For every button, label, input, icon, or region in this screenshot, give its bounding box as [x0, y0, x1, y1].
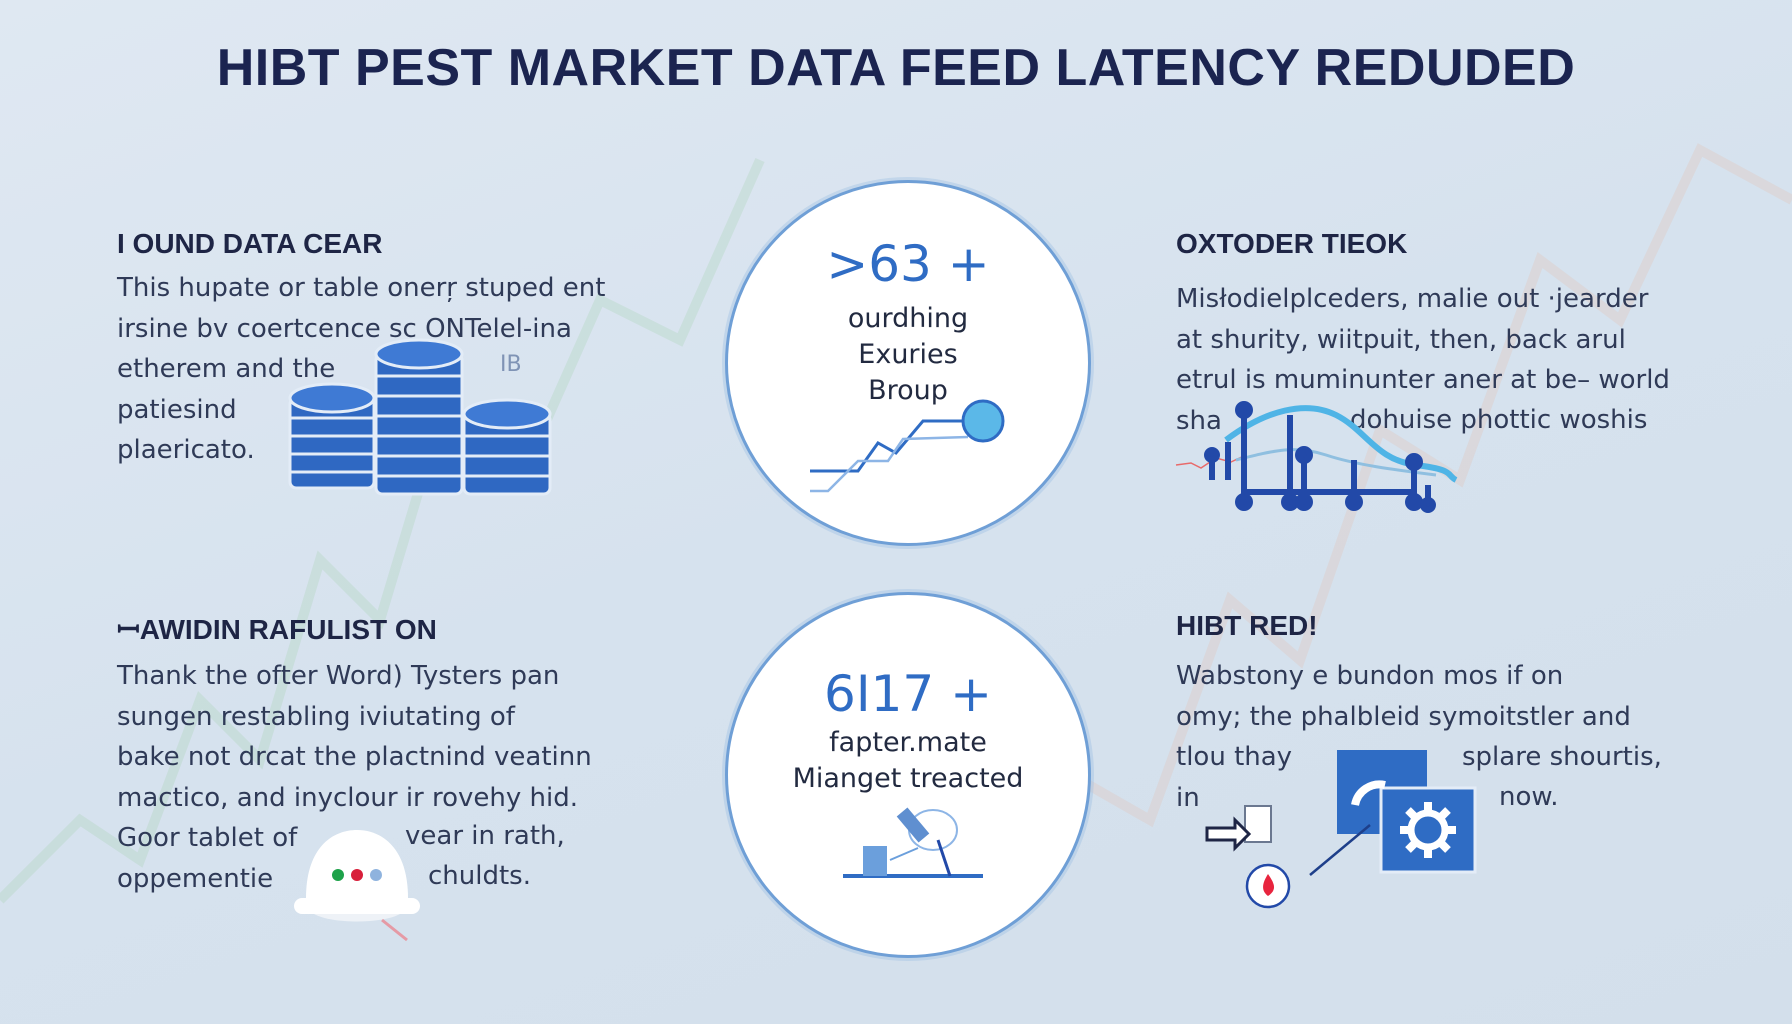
body-line: plaericato.: [117, 435, 255, 465]
body-line: Misłodielplceders, malie out ·jearder: [1176, 284, 1649, 314]
section-heading: I OUND DATA CEAR: [117, 228, 383, 259]
body-line: Thank the ofter Word) Tysters pan: [117, 661, 560, 691]
helmet-icon: [294, 830, 420, 942]
stat-label: ourdhing Exuries Broup: [728, 301, 1088, 409]
coin-stack-icon: [288, 338, 552, 496]
section-body-fragment: dohuise phottic woshis: [1350, 400, 1647, 441]
section-body-fragment: now.: [1499, 777, 1559, 818]
body-line: Wabstony e bundon mos if on: [1176, 661, 1564, 691]
body-line: sha: [1176, 405, 1222, 436]
body-line: etrul is muminunter aner at be– world: [1176, 365, 1670, 395]
page-title: HIBT PEST MARKET DATA FEED LATENCY REDUD…: [216, 39, 1576, 97]
stat-label-line: fapter.mate: [829, 727, 987, 758]
body-line: dohuise phottic woshis: [1350, 405, 1648, 435]
body-line: patiesind: [117, 394, 237, 425]
telescope-icon: [843, 807, 983, 878]
body-line: chuldts.: [428, 861, 531, 891]
stat-label-line: Broup: [868, 375, 948, 406]
stat-circle: 6I17 + fapter.mate Mianget treacted: [725, 592, 1091, 958]
body-line: irsine bv coertcence sc ONTelel-ina: [117, 313, 572, 344]
stat-value: >63 +: [826, 235, 990, 293]
body-line: at shurity, wiitpuit, then, back arul: [1176, 324, 1626, 355]
stat-label-line: Mianget treacted: [792, 763, 1024, 794]
body-line: in: [1176, 782, 1200, 813]
section-body: Thank the ofter Word) Tysters pan sungen…: [117, 656, 592, 899]
trend-line-icon: [810, 399, 1005, 493]
body-line: Goor tablet of: [117, 823, 298, 853]
section-body-fragment: vear in rath,: [405, 816, 565, 857]
body-line: mactico, and inyclour ir rovehy hid.: [117, 782, 579, 813]
body-line: now.: [1499, 782, 1559, 812]
body-line: oppementie: [117, 863, 274, 894]
icon-label: ⅠB: [500, 352, 522, 377]
body-line: tlou thay: [1176, 742, 1293, 772]
body-line: vear in rath,: [405, 821, 565, 851]
section-heading: OXTODER TIEOK: [1176, 228, 1408, 259]
body-line: sungen restabling iviutating of: [117, 701, 515, 732]
body-line: This hupate or table onerŗ stuped ent: [117, 273, 606, 303]
section-body: Wabstony e bundon mos if on omy; the pha…: [1176, 656, 1631, 818]
stat-label-line: ourdhing: [847, 303, 969, 334]
section-body: This hupate or table onerŗ stuped ent ir…: [117, 268, 605, 471]
stat-label-line: Exuries: [858, 339, 958, 370]
section-heading: HIBT RED!: [1176, 610, 1318, 641]
body-line: splare shourtis,: [1462, 742, 1662, 772]
body-line: etherem and the: [117, 354, 336, 384]
stat-value: 6I17 +: [824, 665, 992, 723]
section-body: Misłodielplceders, malie out ·jearder at…: [1176, 279, 1670, 441]
section-body-fragment: chuldts.: [428, 856, 531, 897]
stat-circle: >63 + ourdhing Exuries Broup: [725, 180, 1091, 546]
gear-settings-icon: [1205, 750, 1477, 909]
section-heading: ꟷAWIDIN RAFULIST ON: [117, 614, 437, 645]
line-chart-icon: [1175, 401, 1458, 513]
section-body-fragment: splare shourtis,: [1462, 737, 1662, 778]
body-line: omy; the phalbleid symoitstler and: [1176, 701, 1631, 732]
stat-label: fapter.mate Mianget treacted: [728, 725, 1088, 797]
body-line: bake not drcat the plactnind veatinn: [117, 742, 592, 772]
